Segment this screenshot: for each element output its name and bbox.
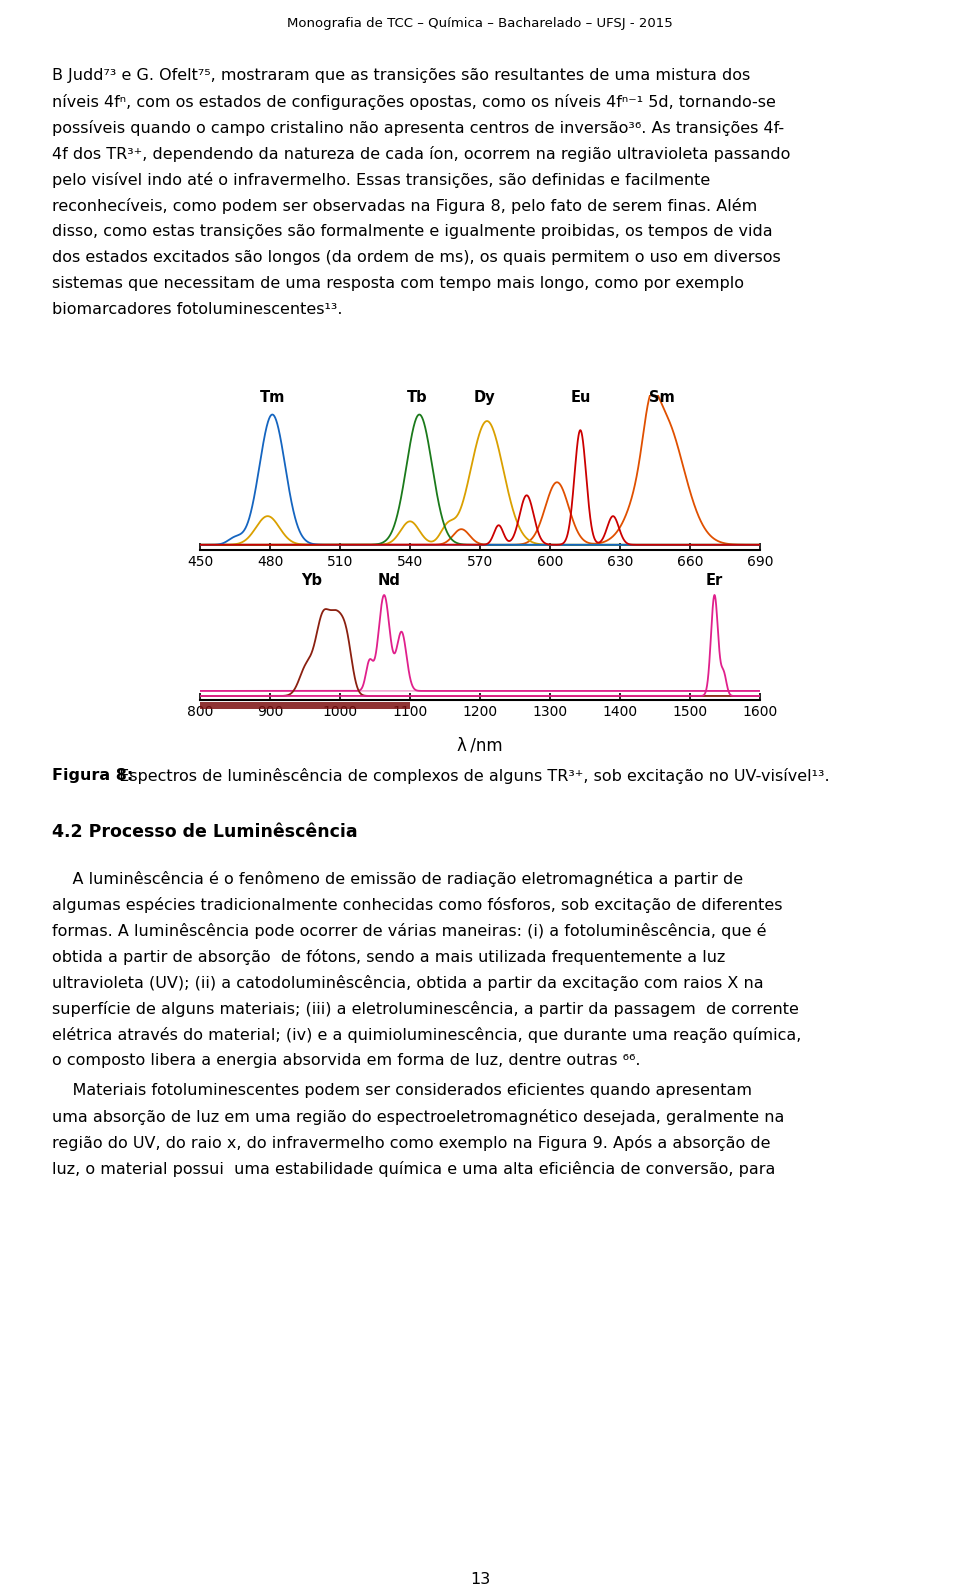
Text: Dy: Dy — [474, 391, 495, 405]
Text: reconhecíveis, como podem ser observadas na Figura 8, pelo fato de serem finas. : reconhecíveis, como podem ser observadas… — [52, 198, 757, 214]
Text: o composto libera a energia absorvida em forma de luz, dentre outras ⁶⁶.: o composto libera a energia absorvida em… — [52, 1053, 640, 1068]
Text: dos estados excitados são longos (da ordem de ms), os quais permitem o uso em di: dos estados excitados são longos (da ord… — [52, 251, 780, 265]
Text: Sm: Sm — [649, 391, 675, 405]
Text: Eu: Eu — [570, 391, 590, 405]
Text: B Judd⁷³ e G. Ofelt⁷⁵, mostraram que as transições são resultantes de uma mistur: B Judd⁷³ e G. Ofelt⁷⁵, mostraram que as … — [52, 69, 751, 83]
Text: possíveis quando o campo cristalino não apresenta centros de inversão³⁶. As tran: possíveis quando o campo cristalino não … — [52, 120, 784, 136]
Text: Er: Er — [706, 573, 723, 587]
Text: algumas espécies tradicionalmente conhecidas como fósforos, sob excitação de dif: algumas espécies tradicionalmente conhec… — [52, 897, 782, 913]
Text: pelo visível indo até o infravermelho. Essas transições, são definidas e facilme: pelo visível indo até o infravermelho. E… — [52, 172, 710, 188]
Text: Espectros de luminêscência de complexos de alguns TR³⁺, sob excitação no UV-visí: Espectros de luminêscência de complexos … — [114, 768, 829, 784]
Text: 4.2 Processo de Luminêscência: 4.2 Processo de Luminêscência — [52, 824, 358, 841]
Text: sistemas que necessitam de uma resposta com tempo mais longo, como por exemplo: sistemas que necessitam de uma resposta … — [52, 276, 744, 290]
Text: biomarcadores fotoluminescentes¹³.: biomarcadores fotoluminescentes¹³. — [52, 302, 343, 318]
Text: A luminêscência é o fenômeno de emissão de radiação eletromagnética a partir de: A luminêscência é o fenômeno de emissão … — [52, 871, 743, 887]
Text: elétrica através do material; (iv) e a quimioluminescência, que durante uma reaç: elétrica através do material; (iv) e a q… — [52, 1026, 802, 1044]
Text: uma absorção de luz em uma região do espectroeletromagnético desejada, geralment: uma absorção de luz em uma região do esp… — [52, 1109, 784, 1125]
Text: região do UV, do raio x, do infravermelho como exemplo na Figura 9. Após a absor: região do UV, do raio x, do infravermelh… — [52, 1135, 771, 1151]
Text: 13: 13 — [469, 1572, 491, 1586]
Text: Monografia de TCC – Química – Bacharelado – UFSJ - 2015: Monografia de TCC – Química – Bacharelad… — [287, 18, 673, 30]
Bar — [200, 702, 410, 709]
Text: Tb: Tb — [407, 391, 427, 405]
Text: Figura 8:: Figura 8: — [52, 768, 133, 784]
Text: Tm: Tm — [259, 391, 285, 405]
Text: ultravioleta (UV); (ii) a catodoluminêscência, obtida a partir da excitação com : ultravioleta (UV); (ii) a catodoluminêsc… — [52, 975, 763, 991]
Text: luz, o material possui  uma estabilidade química e uma alta eficiência de conver: luz, o material possui uma estabilidade … — [52, 1160, 776, 1176]
Text: Nd: Nd — [377, 573, 400, 587]
Text: níveis 4fⁿ, com os estados de configurações opostas, como os níveis 4fⁿ⁻¹ 5d, to: níveis 4fⁿ, com os estados de configuraç… — [52, 94, 776, 110]
Text: 4f dos TR³⁺, dependendo da natureza de cada íon, ocorrem na região ultravioleta : 4f dos TR³⁺, dependendo da natureza de c… — [52, 145, 790, 163]
Text: Yb: Yb — [301, 573, 323, 587]
Text: λ /nm: λ /nm — [457, 736, 503, 753]
Text: obtida a partir de absorção  de fótons, sendo a mais utilizada frequentemente a : obtida a partir de absorção de fótons, s… — [52, 950, 726, 966]
Text: disso, como estas transições são formalmente e igualmente proibidas, os tempos d: disso, como estas transições são formalm… — [52, 223, 773, 239]
Text: formas. A luminêscência pode ocorrer de várias maneiras: (i) a fotoluminêscência: formas. A luminêscência pode ocorrer de … — [52, 922, 766, 938]
Text: superfície de alguns materiais; (iii) a eletroluminescência, a partir da passage: superfície de alguns materiais; (iii) a … — [52, 1001, 799, 1017]
Text: Materiais fotoluminescentes podem ser considerados eficientes quando apresentam: Materiais fotoluminescentes podem ser co… — [52, 1084, 752, 1098]
